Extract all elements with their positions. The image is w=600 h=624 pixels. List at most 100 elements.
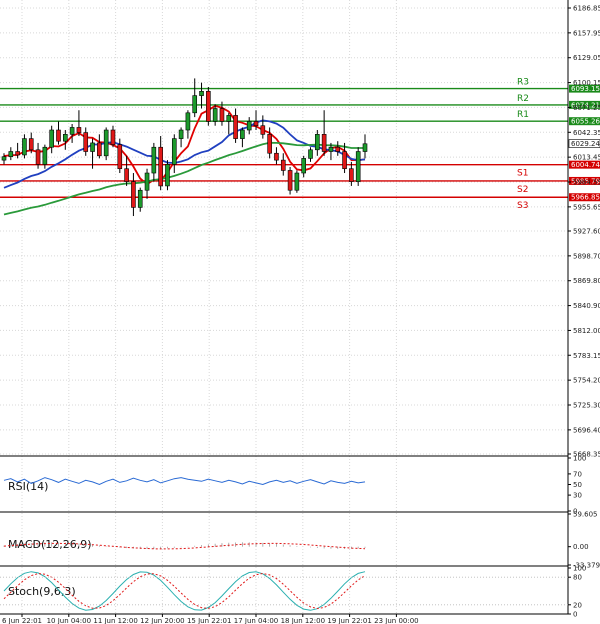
price-tick-label: 5754.20 [573,377,600,385]
moving-average-line [3,141,365,216]
level-price-label: 6093.15 [571,85,600,93]
indicator-name: Stoch(9,6,3) [8,585,76,598]
current-price-label: 6029.24 [571,140,600,148]
time-tick-label: 10 Jun 04:00 [47,617,91,624]
time-tick-label: 23 Jun 00:00 [374,617,418,624]
indicator-tick-label: 80 [573,574,582,582]
level-price-tag [569,117,600,126]
indicator-tick-label: 20 [573,601,582,609]
rsi-line [3,477,366,486]
indicator-tick-label: 0.00 [573,543,589,551]
price-tick-label: 5668.35 [573,451,600,459]
candle-body [212,108,218,122]
candle-body [240,129,245,139]
candle-body [219,108,225,122]
time-tick-label: 17 Jun 04:00 [234,617,278,624]
time-tick-label: 19 Jun 22:01 [327,617,371,624]
level-price-tag [569,160,600,169]
price-tick-label: 5927.60 [573,228,600,236]
indicator-tick-label: 0 [573,611,577,619]
price-tick-label: 6186.85 [573,5,600,13]
time-tick-label: 18 Jun 12:00 [281,617,325,624]
indicator-tick-label: -33.379 [573,562,600,570]
candle-body [287,170,293,191]
candle-body [253,121,259,127]
candle-body [355,151,361,182]
price-tick-label: 5783.15 [573,352,600,360]
level-price-label: 6004.74 [571,161,600,169]
price-tick-label: 6071.25 [573,104,600,112]
indicator-tick-label: 50 [573,481,582,489]
level-name-s3: S3 [517,201,528,211]
indicator-name: RSI(14) [8,480,48,493]
price-tick-label: 6042.35 [573,129,600,137]
price-tick-label: 5812.00 [573,327,600,335]
indicator-tick-label: 30 [573,492,582,500]
time-tick-label: 12 Jun 20:00 [140,617,184,624]
candle-body [274,152,279,161]
candle-body [165,164,170,187]
candle-body [151,146,157,174]
candle-body [328,146,334,152]
candle-body [69,127,75,135]
candle-body [199,91,204,96]
indicator-tick-label: 59.605 [573,511,598,519]
candle-body [185,112,191,131]
level-price-label: 5985.79 [571,177,600,185]
candle-body [315,134,320,151]
candle-body [22,138,27,156]
candle-body [335,146,341,152]
time-tick-label: 11 Jun 12:00 [93,617,137,624]
candle-body [178,129,184,139]
candle-body [226,115,232,122]
level-price-label: 5966.85 [571,194,600,202]
indicator-tick-label: 100 [573,455,586,463]
time-axis: 6 Jun 22:01 10 Jun 04:00 11 Jun 12:00 12 Ju… [0,613,568,624]
candle-body [171,138,177,165]
level-name-s1: S1 [517,169,528,179]
level-price-tag [569,100,600,109]
price-tick-label: 5955.65 [573,203,600,211]
indicator-name: MACD(12,26,9) [8,538,92,551]
moving-average-line [3,119,366,189]
candle-body [49,129,54,148]
level-price-tag [569,84,600,93]
candle-body [97,142,102,157]
level-name-r1: R1 [517,110,529,120]
candle-body [192,95,198,114]
indicator-tick-label: 0 [573,508,577,516]
price-tick-label: 5696.40 [573,426,600,434]
candle-body [131,181,136,208]
candle-body [124,168,129,182]
price-tick-label: 5869.80 [573,277,600,285]
candle-body [294,172,300,191]
candle-body [233,115,238,139]
candle-body [260,125,266,135]
candle-body [83,132,89,152]
stoch-d-line [3,572,366,610]
current-price-tag [568,139,600,148]
candle-body [117,144,123,170]
price-tick-label: 6013.45 [573,154,600,162]
candle-body [56,129,61,142]
level-name-r3: R3 [517,78,529,88]
level-price-tag [569,176,600,185]
candle-body [308,149,313,159]
level-price-tag [569,193,600,202]
time-tick-label: 15 Jun 22:01 [187,617,231,624]
level-price-label: 6074.21 [571,101,600,109]
candle-body [267,134,272,154]
candle-body [90,142,95,152]
candle-body [42,146,48,165]
stoch-k-line [3,571,366,611]
candle-body [144,172,150,191]
candle-body [8,151,14,157]
candle-body [342,151,347,170]
candle-body [35,149,41,165]
candle-body [28,138,34,151]
price-tick-label: 5984.55 [573,179,600,187]
indicator-tick-label: 70 [573,470,582,478]
candle-body [158,146,163,187]
candle-body [137,189,143,208]
